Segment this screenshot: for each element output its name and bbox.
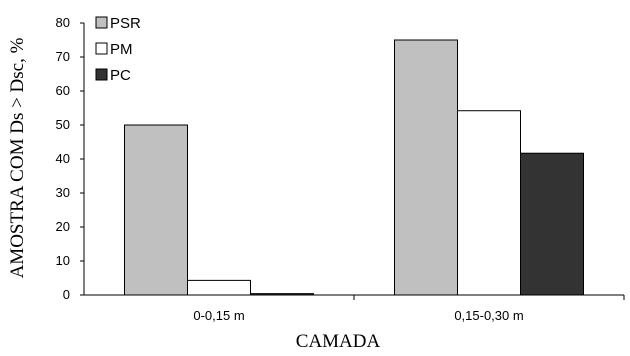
bar-psr-2 — [394, 39, 458, 296]
legend-swatch-pm — [95, 42, 108, 55]
bar-psr-1 — [124, 124, 188, 296]
legend: PSR PM PC — [95, 15, 141, 84]
bars-layer — [124, 39, 584, 296]
y-tick-label: 10 — [56, 253, 70, 268]
y-ticks: 0 10 20 30 40 50 60 70 80 — [56, 15, 84, 302]
y-tick-label: 40 — [56, 151, 70, 166]
y-tick-label: 80 — [56, 15, 70, 30]
x-categories: 0-0,15 m 0,15-0,30 m — [193, 295, 625, 323]
y-tick-label: 30 — [56, 185, 70, 200]
bar-pm-2 — [457, 110, 521, 296]
bar-pm-1 — [187, 279, 251, 296]
x-category-label: 0-0,15 m — [193, 308, 244, 323]
legend-swatch-pc — [95, 68, 108, 81]
y-tick-label: 0 — [63, 287, 70, 302]
x-category-label: 0,15-0,30 m — [454, 308, 523, 323]
y-tick-label: 70 — [56, 49, 70, 64]
y-tick-label: 20 — [56, 219, 70, 234]
x-axis-title: CAMADA — [296, 331, 381, 352]
bar-pc-2 — [520, 152, 584, 296]
legend-label-pm: PM — [110, 41, 133, 58]
legend-label-psr: PSR — [110, 15, 141, 32]
legend-swatch-psr — [95, 16, 108, 29]
legend-label-pc: PC — [110, 67, 131, 84]
y-axis-title: AMOSTRA COM Ds > Dsc, % — [7, 37, 28, 278]
y-tick-label: 50 — [56, 117, 70, 132]
y-tick-label: 60 — [56, 83, 70, 98]
